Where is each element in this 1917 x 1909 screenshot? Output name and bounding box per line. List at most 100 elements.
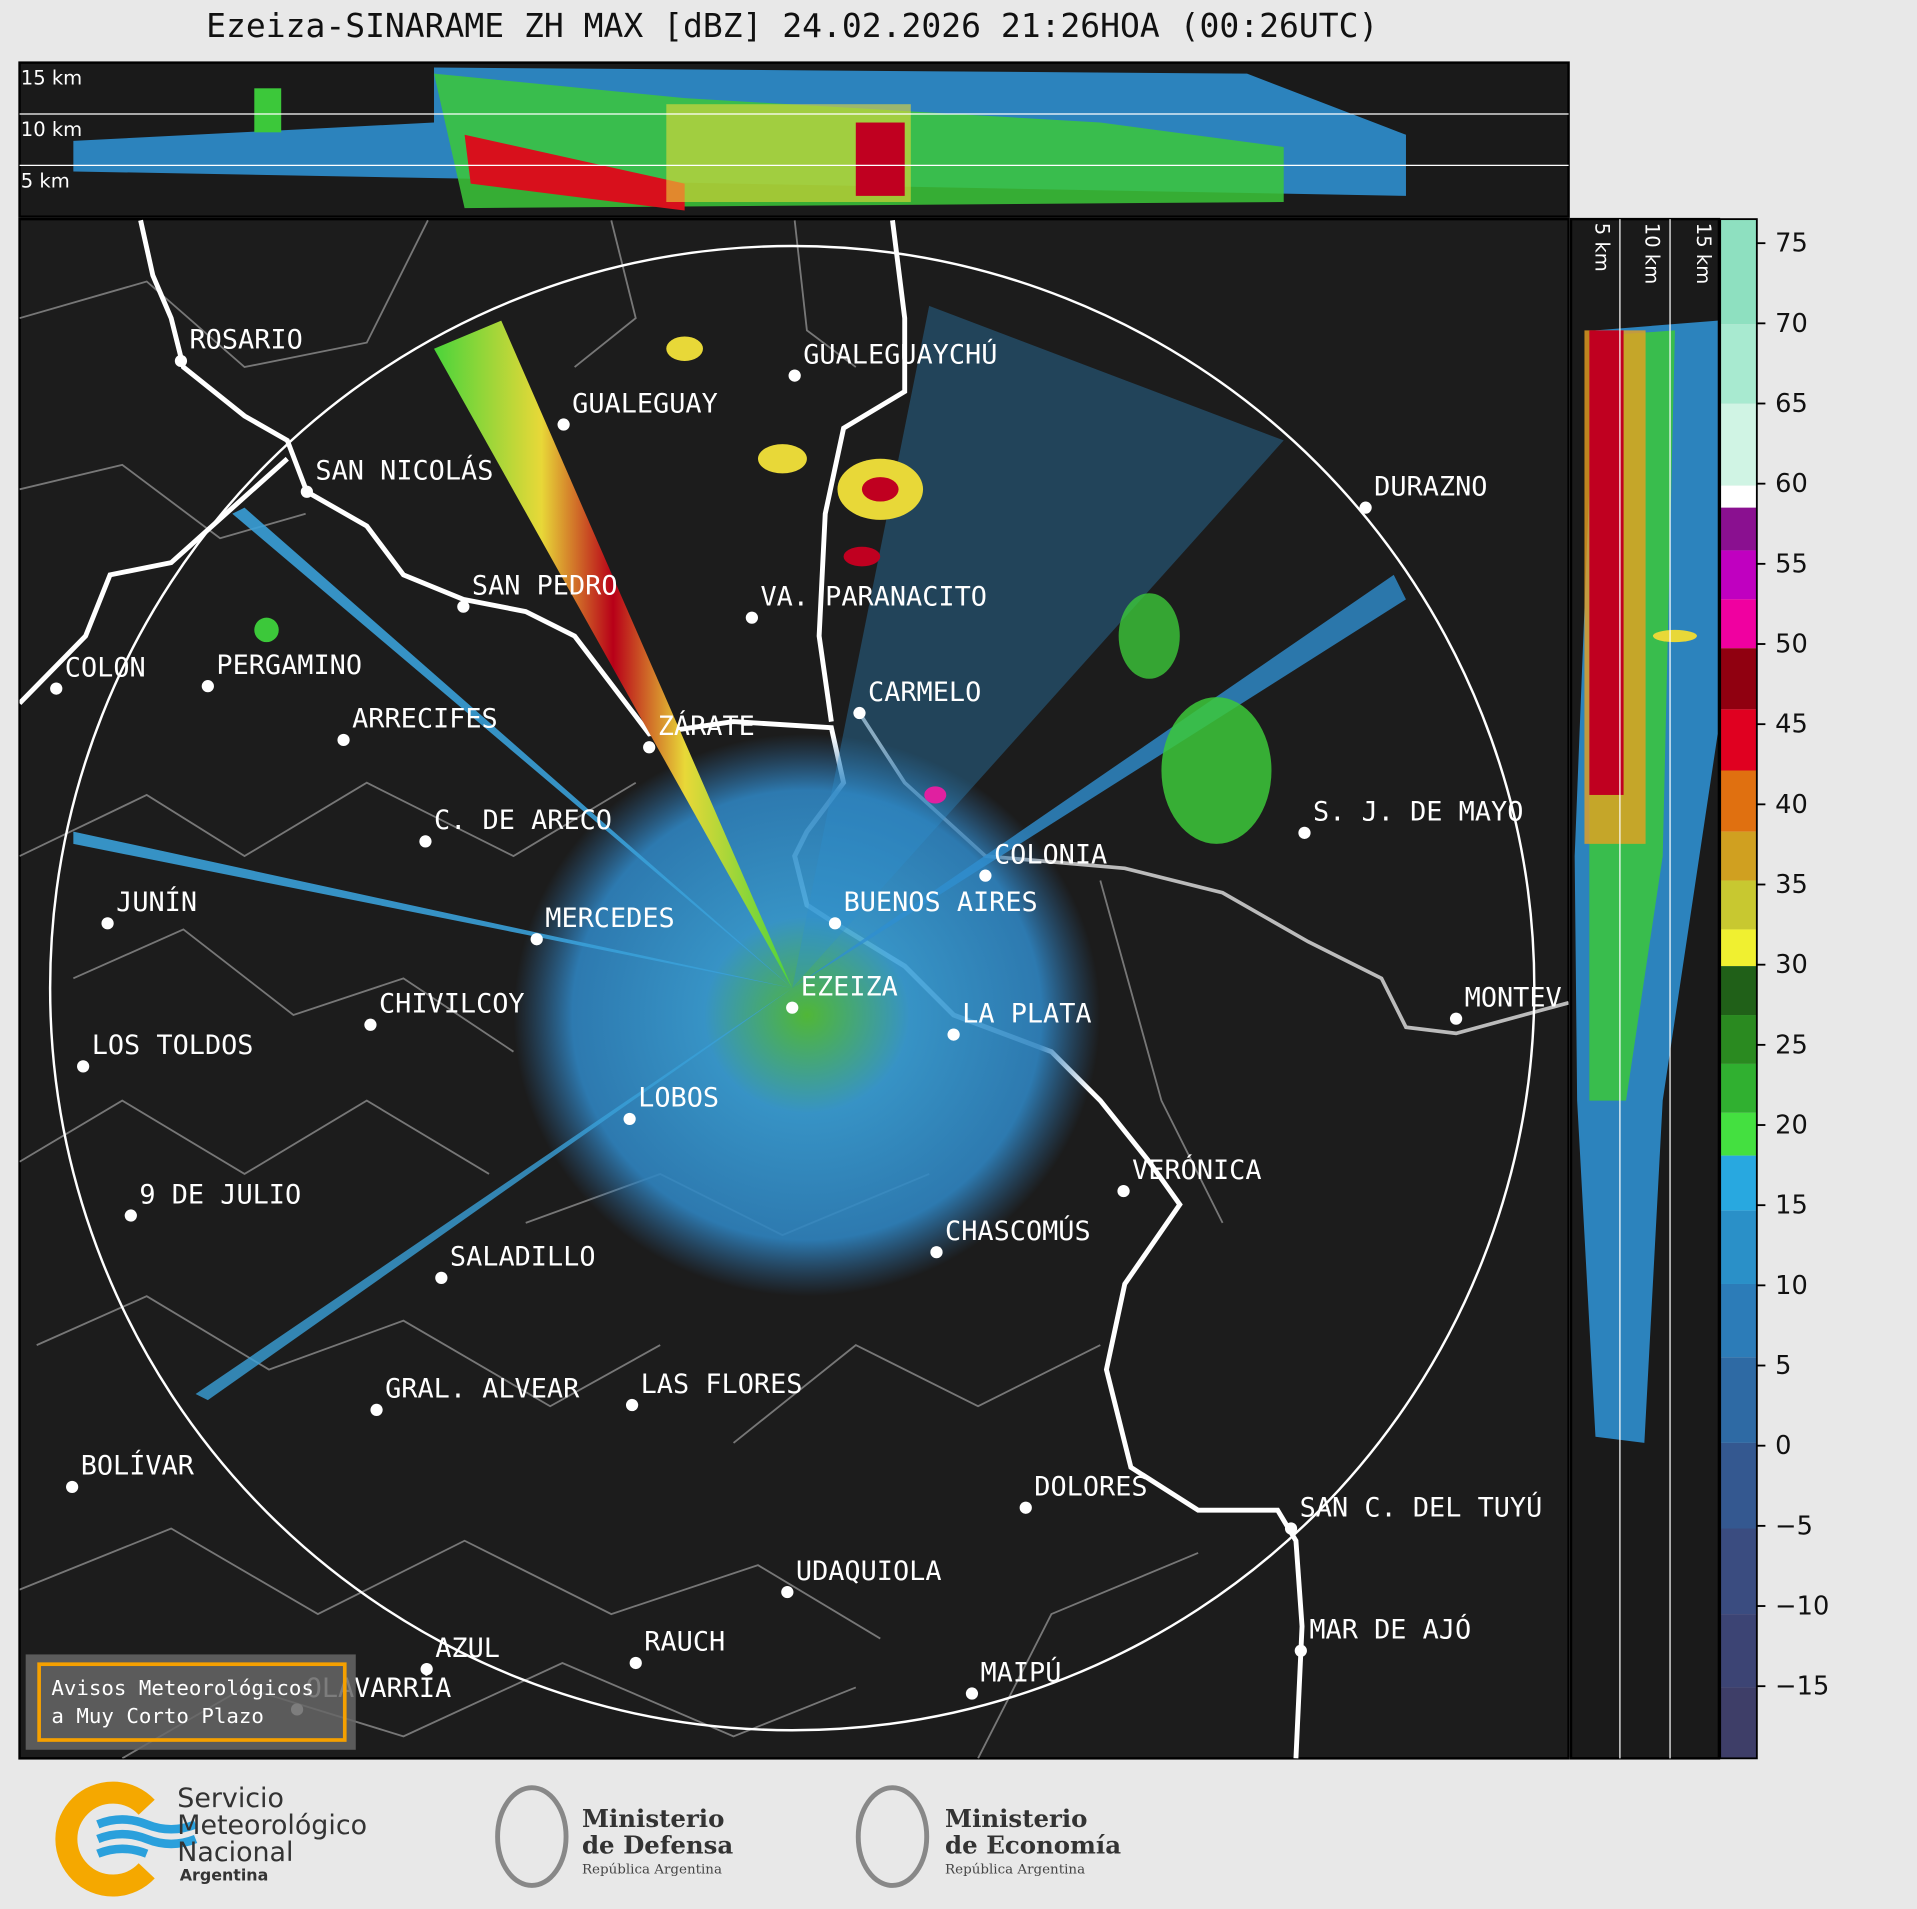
- notice-line: Avisos Meteorológicos: [51, 1676, 314, 1700]
- height-label: 15 km: [1692, 223, 1715, 284]
- place-label: VERÓNICA: [1132, 1154, 1261, 1186]
- colorbar-tick-label: −15: [1775, 1672, 1829, 1702]
- colorbar-band: [1720, 966, 1757, 1016]
- place-label: BOLÍVAR: [81, 1450, 195, 1482]
- place-label: UDAQUIOLA: [796, 1556, 942, 1587]
- place-dot: [101, 917, 114, 930]
- ministry-text: de Economía: [945, 1831, 1121, 1860]
- place-label: GUALEGUAYCHÚ: [803, 338, 997, 370]
- place-dot: [745, 611, 758, 624]
- place-dot: [1449, 1012, 1463, 1025]
- place-dot: [786, 1001, 799, 1014]
- place-label: GUALEGUAY: [572, 388, 718, 419]
- place-dot: [337, 733, 350, 747]
- place-dot: [853, 706, 866, 720]
- place-label: PERGAMINO: [216, 650, 362, 681]
- smn-country: Argentina: [180, 1866, 269, 1885]
- place-dot: [1019, 1501, 1032, 1514]
- smn-text: Servicio: [177, 1783, 284, 1814]
- place-label: BUENOS AIRES: [844, 887, 1038, 918]
- colorbar-band: [1720, 1687, 1757, 1759]
- range-ring: [48, 244, 1536, 1732]
- place-dot: [370, 1403, 383, 1417]
- colorbar-band: [1720, 403, 1757, 486]
- place-label: C. DE ARECO: [434, 805, 612, 836]
- colorbar-band: [1720, 831, 1757, 881]
- right-echoes: [1574, 320, 1718, 1443]
- colorbar-band: [1720, 1015, 1757, 1064]
- colorbar-band: [1720, 485, 1757, 508]
- place-label: SAN NICOLÁS: [315, 455, 493, 487]
- smn-mark: [55, 1781, 155, 1897]
- colorbar-tick-label: 55: [1775, 549, 1808, 579]
- colorbar-tick-label: 20: [1775, 1111, 1808, 1141]
- colorbar-band: [1720, 1112, 1757, 1156]
- radar-echoes: [73, 305, 1406, 1401]
- place-label: SALADILLO: [450, 1242, 596, 1273]
- colorbar-tick-label: 40: [1775, 790, 1808, 820]
- place-label: MERCEDES: [545, 903, 674, 934]
- place-dot: [629, 1656, 642, 1670]
- place-dot: [643, 741, 656, 754]
- colorbar-tick-label: 30: [1775, 950, 1808, 980]
- smn-waves: [96, 1815, 198, 1858]
- place-label: LOS TOLDOS: [92, 1030, 254, 1061]
- place-label: LA PLATA: [962, 998, 1091, 1029]
- notice[interactable]: Avisos Meteorológicos a Muy Corto Plazo: [25, 1654, 356, 1750]
- defensa-logo: Ministerio de Defensa República Argentin…: [495, 1785, 733, 1888]
- place-label: AZUL: [435, 1633, 500, 1664]
- place-label: SAN C. DEL TUYÚ: [1300, 1491, 1543, 1523]
- place-label: COLON: [65, 652, 146, 683]
- place-dot: [1359, 501, 1372, 514]
- height-label: 15 km: [21, 67, 82, 90]
- ministry-text: Ministerio: [945, 1804, 1087, 1833]
- place-dot: [788, 369, 801, 382]
- place-label: JUNÍN: [116, 886, 197, 918]
- colorbar-band: [1720, 1357, 1757, 1443]
- place-dot: [77, 1060, 90, 1073]
- place-dot: [174, 354, 188, 368]
- place-dot: [1294, 1644, 1307, 1657]
- height-label: 5 km: [1590, 223, 1613, 272]
- place-dot: [530, 933, 543, 946]
- colorbar-tick-label: 5: [1775, 1351, 1791, 1381]
- place-dot: [457, 600, 470, 613]
- colorbar-tick-label: 0: [1775, 1431, 1791, 1461]
- emblem: [495, 1785, 569, 1888]
- colorbar-tick-label: 45: [1775, 710, 1808, 740]
- colorbar-tick-label: 15: [1775, 1191, 1808, 1221]
- ministry-country: República Argentina: [582, 1862, 722, 1877]
- place-dot: [1117, 1184, 1130, 1198]
- colorbar-band: [1720, 324, 1757, 404]
- place-dot: [300, 485, 313, 498]
- notice-line: a Muy Corto Plazo: [51, 1704, 264, 1728]
- smn-text: Nacional: [177, 1837, 293, 1868]
- colorbar-band: [1720, 550, 1757, 600]
- colorbar-band: [1720, 709, 1757, 771]
- colorbar-tick-label: −10: [1775, 1592, 1829, 1622]
- place-dot: [625, 1398, 639, 1412]
- place-dot: [947, 1028, 960, 1041]
- colorbar-band: [1720, 1442, 1757, 1529]
- colorbar-tick-label: 70: [1775, 309, 1808, 339]
- place-dot: [66, 1480, 79, 1494]
- colorbar-band: [1720, 1614, 1757, 1688]
- colorbar-band: [1720, 219, 1757, 325]
- place-dot: [124, 1209, 137, 1222]
- colorbar-tick-label: 65: [1775, 389, 1808, 419]
- place-label: CHASCOMÚS: [945, 1215, 1091, 1247]
- height-label: 5 km: [21, 169, 70, 192]
- place-label: LOBOS: [638, 1083, 719, 1114]
- place-dot: [623, 1112, 636, 1126]
- colorbar-band: [1720, 1063, 1757, 1113]
- colorbar-tick-label: 50: [1775, 630, 1808, 660]
- place-dot: [828, 917, 842, 930]
- place-dot: [201, 680, 214, 693]
- place-dot: [557, 418, 570, 431]
- ministry-text: de Defensa: [582, 1831, 733, 1860]
- places: ROSARIO GUALEGUAYCHÚ GUALEGUAY SAN NICOLÁS D…: [50, 325, 1562, 1716]
- place-dot: [1284, 1522, 1298, 1535]
